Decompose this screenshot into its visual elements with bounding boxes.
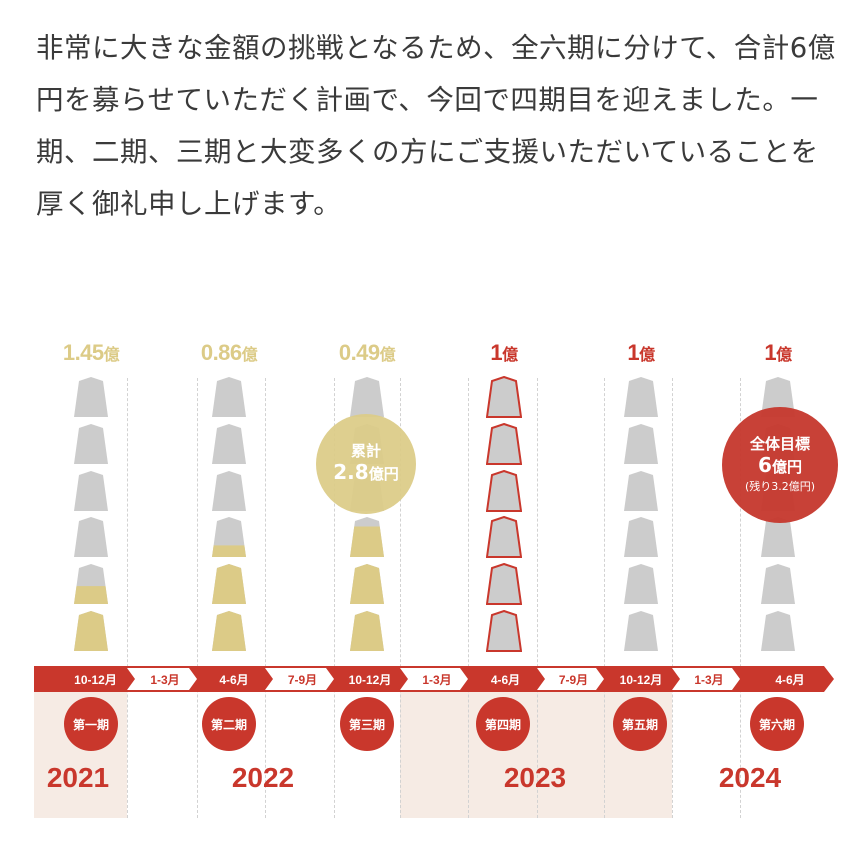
amount-label-6: 1億 <box>764 340 792 365</box>
shogi-piece-icon <box>73 423 109 465</box>
divider <box>334 378 335 818</box>
shogi-piece-icon <box>623 423 659 465</box>
period-badge-1: 第一期 <box>64 697 118 751</box>
cumulative-bubble: 累計 2.8億円 <box>316 414 416 514</box>
target-remaining: (残り3.2億円) <box>744 480 816 493</box>
shogi-piece-icon <box>623 376 659 418</box>
timeline-segment: 4-6月 <box>775 672 805 687</box>
divider <box>468 378 469 818</box>
timeline-segment: 7-9月 <box>287 672 318 687</box>
shogi-piece-icon <box>623 516 659 558</box>
period-badge-2: 第二期 <box>202 697 256 751</box>
shogi-piece-icon <box>760 610 796 652</box>
shogi-piece-icon <box>73 376 109 418</box>
timeline-segment: 4-6月 <box>490 672 521 687</box>
amount-label-5: 1億 <box>627 340 655 365</box>
shogi-piece-icon <box>486 470 522 512</box>
timeline-bar: 10-12月 1-3月 4-6月 7-9月 10-12月 1-3月 4-6月 7-9月 10-1… <box>34 666 834 692</box>
period-badge-3: 第三期 <box>340 697 394 751</box>
timeline-segment: 10-12月 <box>74 672 117 687</box>
shogi-piece-icon <box>349 563 385 605</box>
divider <box>127 378 128 818</box>
timeline-segment: 10-12月 <box>348 672 392 687</box>
shogi-piece-icon <box>486 563 522 605</box>
timeline-segment: 1-3月 <box>422 672 452 687</box>
target-bubble: 全体目標 6億円 (残り3.2億円) <box>722 407 838 523</box>
year-2022: 2022 <box>231 762 295 793</box>
shogi-piece-icon <box>760 516 796 558</box>
period-badge-5: 第五期 <box>613 697 667 751</box>
divider <box>537 378 538 818</box>
timeline-segment: 1-3月 <box>150 672 180 687</box>
shogi-piece-icon <box>73 516 109 558</box>
shogi-piece-icon <box>623 563 659 605</box>
target-label: 全体目標 <box>749 435 810 453</box>
amount-label-3: 0.49億 <box>338 340 396 365</box>
divider <box>265 378 266 818</box>
amount-label-1: 1.45億 <box>62 340 120 365</box>
shogi-piece-icon <box>211 423 247 465</box>
divider <box>197 378 198 818</box>
cumulative-label: 累計 <box>350 442 381 460</box>
year-2021: 2021 <box>46 762 110 793</box>
timeline-segment: 1-3月 <box>694 672 724 687</box>
shogi-piece-icon <box>623 470 659 512</box>
divider <box>672 378 673 818</box>
shogi-piece-icon <box>349 610 385 652</box>
timeline-segment: 10-12月 <box>619 672 663 687</box>
period-badge-6: 第六期 <box>750 697 804 751</box>
period-badge-4: 第四期 <box>476 697 530 751</box>
shogi-piece-icon <box>73 470 109 512</box>
timeline-segment: 7-9月 <box>558 672 589 687</box>
shogi-piece-icon <box>349 516 385 558</box>
timeline-bar-bg <box>34 666 834 692</box>
cumulative-value: 2.8億円 <box>333 460 399 484</box>
shogi-piece-icon <box>349 376 385 418</box>
shogi-piece-icon <box>486 516 522 558</box>
target-value: 6億円 <box>758 453 802 477</box>
year-2024: 2024 <box>718 762 782 793</box>
divider <box>400 378 401 818</box>
shogi-piece-icon <box>73 563 109 605</box>
amount-label-4: 1億 <box>490 340 518 365</box>
amount-label-2: 0.86億 <box>200 340 258 365</box>
divider <box>740 378 741 818</box>
shogi-piece-icon <box>211 376 247 418</box>
shogi-piece-icon <box>760 563 796 605</box>
shogi-piece-icon <box>486 423 522 465</box>
divider <box>604 378 605 818</box>
intro-paragraph: 非常に大きな金額の挑戦となるため、全六期に分けて、合計6億円を募らせていただく計… <box>36 32 836 220</box>
shogi-piece-icon <box>211 470 247 512</box>
shogi-piece-icon <box>211 563 247 605</box>
timeline-segment: 4-6月 <box>219 672 249 687</box>
shogi-piece-icon <box>73 610 109 652</box>
shogi-piece-icon <box>623 610 659 652</box>
year-2023: 2023 <box>503 762 567 793</box>
shogi-piece-icon <box>486 610 522 652</box>
shogi-piece-icon <box>211 516 247 558</box>
shogi-piece-icon <box>486 376 522 418</box>
shogi-piece-icon <box>211 610 247 652</box>
